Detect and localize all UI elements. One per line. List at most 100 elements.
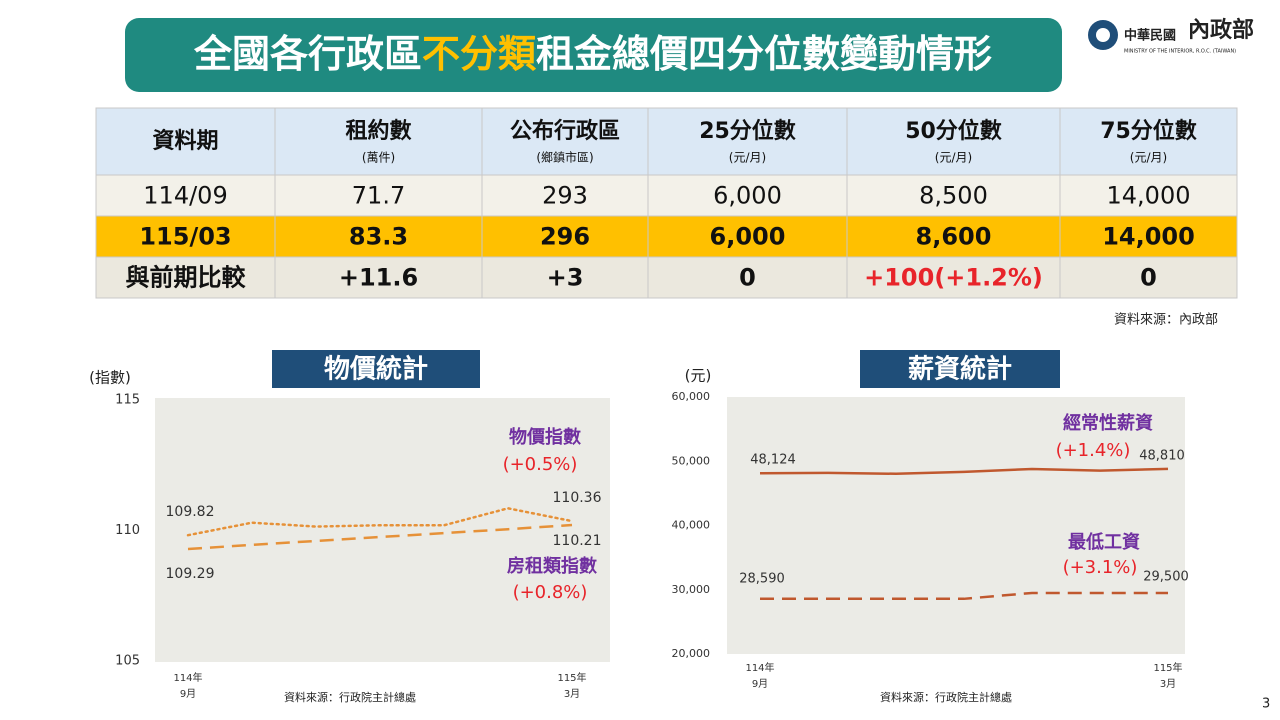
table-value: 8,500 (919, 182, 988, 210)
chart-source: 資料來源：行政院主計總處 (880, 690, 1012, 704)
table-cell (274, 215, 483, 258)
column-title: 公布行政區 (510, 118, 620, 144)
table-value: 71.7 (352, 182, 405, 210)
column-unit: (萬件) (362, 151, 395, 165)
y-tick-label: 20,000 (672, 647, 711, 660)
table-cell (95, 256, 276, 299)
column-title: 資料期 (152, 128, 218, 154)
chart-title-badge (860, 350, 1060, 388)
y-tick-label: 40,000 (672, 519, 711, 532)
table-value: 與前期比較 (126, 264, 247, 292)
chart-source: 資料來源：行政院主計總處 (284, 690, 416, 704)
table-value: 293 (542, 182, 588, 210)
value-label: 110.21 (553, 533, 602, 549)
table-value: 14,000 (1107, 182, 1191, 210)
title-part: 全國各行政區 (193, 32, 422, 76)
table-source: 資料來源：內政部 (1114, 313, 1218, 328)
column-title: 25分位數 (699, 118, 796, 144)
table-cell (1059, 174, 1238, 217)
value-label: 29,500 (1143, 570, 1189, 585)
title-box (125, 18, 1062, 92)
table-value: 115/03 (139, 223, 231, 251)
y-axis-label: (指數) (89, 369, 131, 387)
series-change: (+1.4%) (1056, 440, 1131, 461)
chart-title: 薪資統計 (908, 354, 1012, 385)
table-cell (1059, 107, 1238, 176)
table-value: 0 (739, 264, 756, 292)
table-cell (95, 107, 276, 176)
logo-name: 中華民國 (1124, 28, 1176, 44)
column-unit: (元/月) (935, 151, 972, 165)
table-value: 296 (540, 223, 590, 251)
y-axis-label: (元) (685, 367, 712, 385)
table-cell (1059, 256, 1238, 299)
series-change: (+0.8%) (513, 582, 588, 603)
series-name: 經常性薪資 (1063, 412, 1153, 434)
table-value: +11.6 (339, 264, 418, 292)
table: 資料期 租約數 (萬件) 公布行政區 (鄉鎮市區) 25分位數 (元/月) 50分位數 (元/月… (95, 107, 1238, 299)
table-cell (647, 256, 848, 299)
y-tick-label: 50,000 (672, 454, 711, 467)
x-tick-label: 114年 9月 (745, 661, 774, 690)
logo-icon (1096, 28, 1110, 42)
value-label: 109.82 (166, 504, 215, 520)
column-unit: (鄉鎮市區) (536, 150, 593, 165)
title-highlight: 不分類 (422, 32, 537, 76)
table-value: 0 (1140, 264, 1157, 292)
table-cell (846, 174, 1061, 217)
column-title: 75分位數 (1100, 118, 1197, 144)
value-label: 109.29 (166, 566, 215, 582)
column-title: 租約數 (345, 118, 411, 144)
table-cell (1059, 215, 1238, 258)
table-value: 8,600 (916, 223, 992, 251)
value-label: 28,590 (739, 572, 785, 587)
x-tick-label: 115年 3月 (1153, 661, 1182, 690)
y-tick-label: 105 (115, 654, 140, 669)
column-unit: (元/月) (729, 151, 766, 165)
slide-title: 全國各行政區不分類租金總價四分位數變動情形 (193, 32, 992, 76)
table-cell (846, 256, 1061, 299)
column-title: 50分位數 (905, 118, 1002, 144)
series-name: 最低工資 (1068, 531, 1140, 553)
value-label: 48,124 (750, 453, 796, 468)
table-cell (95, 215, 276, 258)
title-part: 租金總價四分位數變動情形 (536, 32, 992, 76)
logo-mark: 內政部 (1188, 17, 1254, 42)
series-line (187, 523, 573, 551)
series-line (760, 591, 1168, 601)
table-value: 83.3 (349, 223, 408, 251)
y-tick-label: 30,000 (672, 583, 711, 596)
y-tick-label: 60,000 (672, 390, 711, 403)
value-label: 110.36 (553, 490, 602, 506)
y-tick-label: 110 (115, 523, 140, 538)
table-cell (481, 107, 649, 176)
value-label: 48,810 (1139, 449, 1185, 464)
table-cell (647, 107, 848, 176)
column-unit: (元/月) (1130, 151, 1167, 165)
logo-english: MINISTRY OF THE INTERIOR, R.O.C. (TAIWAN… (1124, 49, 1236, 55)
x-tick-label: 114年 9月 (173, 671, 202, 700)
table-cell (274, 256, 483, 299)
x-tick-label: 115年 3月 (557, 671, 586, 700)
series-change: (+0.5%) (503, 454, 578, 475)
table-value: +3 (547, 264, 584, 292)
series-name: 房租類指數 (507, 555, 597, 577)
series-line (186, 507, 574, 537)
page-number: 3 (1262, 697, 1270, 712)
series-line (759, 467, 1169, 476)
chart-title-badge (272, 350, 480, 388)
table-cell (846, 107, 1061, 176)
table-value: 114/09 (143, 182, 227, 210)
plot-area (155, 398, 610, 662)
table-value: +100(+1.2%) (864, 264, 1043, 292)
chart-title: 物價統計 (324, 354, 428, 385)
series-change: (+3.1%) (1063, 557, 1138, 578)
table-value: 14,000 (1102, 223, 1195, 251)
y-tick-label: 115 (115, 393, 140, 408)
table-cell (481, 174, 649, 217)
plot-area (727, 397, 1185, 654)
series-name: 物價指數 (509, 426, 581, 448)
table-value: 6,000 (710, 223, 786, 251)
table-value: 6,000 (713, 182, 782, 210)
